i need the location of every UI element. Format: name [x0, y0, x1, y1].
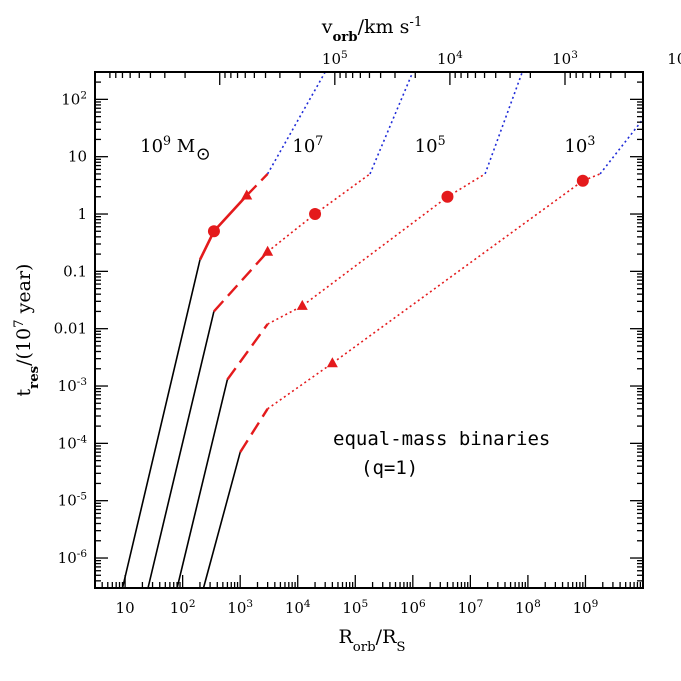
series-2-segment-0 — [176, 379, 229, 588]
axis-labels: 10 102 103 104 105 106 107 108 109 102 10 1 0.1 0.01 1… — [54, 49, 681, 617]
x-tick-label-3: 104 — [285, 598, 311, 617]
plot-markers — [207, 174, 589, 368]
x-tick-label-6: 107 — [457, 598, 483, 617]
y-tick-label-1: 10 — [68, 148, 87, 166]
x-tick-label-4: 105 — [342, 598, 368, 617]
series-3-triangle-marker — [326, 357, 338, 368]
series-1-circle-marker — [309, 208, 322, 221]
y-tick-label-7: 10-5 — [58, 491, 87, 510]
series-0-circle-marker — [207, 225, 220, 238]
y-tick-label-3: 0.1 — [63, 262, 87, 280]
y-tick-label-8: 10-6 — [58, 548, 88, 567]
x-tick-label-7: 108 — [515, 598, 541, 617]
mass-label-0: 109 M — [140, 133, 195, 158]
mass-label-1: 107 — [292, 133, 323, 158]
axis-ticks — [94, 71, 644, 589]
series-0-segment-1 — [198, 194, 248, 261]
series-3-circle-marker — [576, 174, 589, 187]
series-2-triangle-marker — [296, 299, 308, 310]
x-tick-label-8: 109 — [573, 598, 599, 617]
annotation-binaries: equal-mass binaries — [333, 428, 550, 450]
series-3-segment-1 — [239, 408, 269, 453]
y-tick-label-6: 10-4 — [58, 433, 88, 452]
x-tick-label-0: 10 — [116, 599, 135, 617]
series-1-segment-1 — [213, 250, 269, 313]
x-axis-title: Rorb/RS — [338, 626, 405, 655]
top-axis-title: vorb/km s-1 — [321, 15, 423, 45]
sun-symbol-dot — [202, 152, 205, 156]
mass-labels: 109 M 107 105 103 — [140, 133, 595, 160]
series-1-triangle-marker — [262, 245, 274, 256]
series-2-segment-1 — [226, 323, 269, 381]
top-tick-label-2: 103 — [552, 49, 578, 68]
plot-curves — [121, 72, 643, 588]
series-1-segment-3 — [369, 72, 414, 175]
mass-label-2: 105 — [415, 133, 446, 158]
y-tick-label-4: 0.01 — [54, 320, 87, 338]
annotation-q: (q=1) — [361, 457, 418, 479]
top-tick-label-1: 104 — [437, 49, 463, 68]
sun-symbol-icon — [197, 148, 209, 160]
series-0-segment-3 — [266, 72, 326, 175]
series-2-segment-3 — [484, 72, 524, 175]
series-1-segment-0 — [147, 311, 215, 588]
y-tick-label-5: 10-3 — [58, 376, 87, 395]
top-tick-label-3: 102 — [667, 49, 681, 68]
mass-label-3: 103 — [564, 133, 595, 158]
x-tick-label-2: 103 — [227, 598, 253, 617]
series-0-segment-0 — [121, 259, 201, 588]
y-tick-label-2: 1 — [77, 205, 87, 223]
series-3-segment-3 — [599, 118, 643, 175]
x-tick-label-5: 106 — [400, 598, 426, 617]
x-tick-label-1: 102 — [170, 598, 196, 617]
top-tick-label-0: 105 — [322, 49, 348, 68]
y-tick-label-0: 102 — [61, 89, 87, 108]
series-2-circle-marker — [441, 190, 454, 203]
series-0-segment-2 — [245, 173, 269, 197]
y-axis-title: tres/(107 year) — [12, 264, 42, 397]
series-0-triangle-marker — [241, 189, 253, 200]
series-3-segment-0 — [202, 451, 241, 588]
